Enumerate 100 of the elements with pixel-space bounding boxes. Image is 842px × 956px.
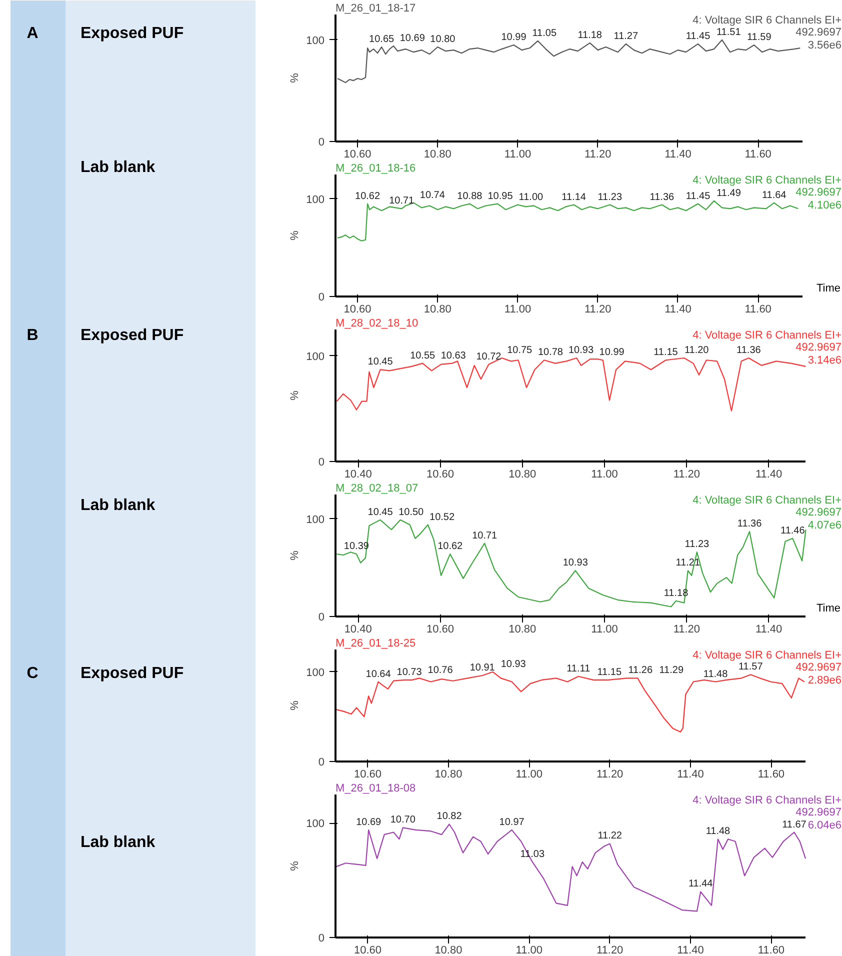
x-tick-label: 11.60 bbox=[744, 304, 772, 316]
annotation: 10.70 bbox=[390, 814, 416, 826]
annotation: 10.62 bbox=[355, 190, 380, 202]
y-tick-label: 0 bbox=[318, 136, 325, 148]
x-tick-label: 10.80 bbox=[434, 768, 462, 780]
y-axis-title: % bbox=[289, 700, 302, 710]
annotation: 11.45 bbox=[686, 190, 711, 202]
annotation: 10.88 bbox=[457, 190, 483, 202]
annotation: 10.69 bbox=[400, 32, 426, 44]
annotation: 10.45 bbox=[368, 506, 394, 518]
x-tick-label: 11.20 bbox=[673, 624, 700, 636]
y-tick-label: 0 bbox=[318, 292, 325, 304]
x-tick-label: 10.60 bbox=[344, 304, 372, 316]
y-tick-label: 0 bbox=[318, 756, 325, 768]
annotation: 492.9697 bbox=[796, 342, 842, 354]
x-tick-label: 10.60 bbox=[426, 468, 454, 480]
annotation: 10.63 bbox=[440, 350, 466, 362]
annotation: 11.57 bbox=[738, 662, 764, 673]
annotation: 10.95 bbox=[488, 190, 514, 202]
annotation: 11.59 bbox=[746, 32, 772, 43]
x-tick-label: 10.80 bbox=[434, 944, 462, 956]
x-tick-label: 11.00 bbox=[504, 148, 532, 160]
y-tick-label: 100 bbox=[306, 194, 325, 206]
x-tick-label: 11.40 bbox=[677, 944, 704, 956]
x-tick-label: 11.40 bbox=[677, 768, 704, 780]
annotation: 11.27 bbox=[614, 30, 638, 42]
y-tick-label: 0 bbox=[318, 456, 325, 468]
x-tick-label: 11.20 bbox=[596, 944, 624, 956]
annotation: 10.71 bbox=[389, 196, 415, 207]
y-tick-label: 100 bbox=[306, 818, 325, 830]
chart-title: M_26_01_18-25 bbox=[336, 638, 416, 650]
annotation: 11.23 bbox=[598, 192, 622, 203]
annotation: 11.48 bbox=[703, 668, 728, 680]
x-tick-label: 11.00 bbox=[516, 768, 543, 780]
text: 3.14e6 bbox=[808, 354, 842, 366]
annotation: 10.99 bbox=[599, 347, 625, 358]
annotation: 492.9697 bbox=[796, 26, 842, 38]
text: Lab blank bbox=[80, 159, 156, 176]
chart-subtitle: 4: Voltage SIR 6 Channels EI+ bbox=[692, 174, 842, 186]
annotation: 10.93 bbox=[568, 345, 594, 356]
annotation: 10.62 bbox=[438, 541, 464, 552]
x-tick-label: 11.00 bbox=[591, 624, 618, 636]
y-axis-title: % bbox=[289, 230, 302, 240]
annotation: 10.78 bbox=[538, 347, 564, 358]
annotation: 10.50 bbox=[398, 506, 424, 518]
text: A bbox=[26, 25, 39, 42]
annotation: 11.36 bbox=[650, 192, 675, 203]
annotation: 492.9697 bbox=[796, 806, 842, 818]
annotation: 10.71 bbox=[472, 530, 498, 542]
x-tick-label: 10.80 bbox=[508, 468, 536, 480]
annotation: 10.93 bbox=[500, 658, 526, 670]
x-tick-label: 11.20 bbox=[584, 148, 612, 160]
x-tick-label: 10.60 bbox=[426, 624, 454, 636]
x-tick-label: 10.60 bbox=[354, 944, 382, 956]
x-tick-label: 10.80 bbox=[424, 304, 452, 316]
y-axis-title: % bbox=[289, 550, 302, 560]
text: Lab blank bbox=[80, 834, 156, 851]
y-axis-title: % bbox=[289, 390, 302, 400]
annotation: 11.48 bbox=[706, 826, 731, 838]
annotation: 11.00 bbox=[518, 192, 544, 203]
text: Exposed PUF bbox=[80, 25, 184, 42]
text: Exposed PUF bbox=[80, 665, 184, 682]
annotation: 11.45 bbox=[686, 30, 711, 42]
chart-subtitle: 4: Voltage SIR 6 Channels EI+ bbox=[692, 330, 842, 342]
x-tick-label: 10.80 bbox=[424, 148, 452, 160]
annotation: 11.36 bbox=[737, 518, 762, 530]
annotation: 11.15 bbox=[654, 347, 678, 358]
annotation: 11.14 bbox=[562, 192, 586, 203]
annotation: 11.20 bbox=[684, 345, 710, 356]
x-tick-label: 11.00 bbox=[516, 944, 543, 956]
text: 4.10e6 bbox=[808, 200, 842, 212]
annotation: 492.9697 bbox=[796, 506, 842, 518]
annotation: 11.18 bbox=[578, 30, 602, 41]
y-tick-label: 0 bbox=[318, 612, 325, 624]
annotation: 11.67 bbox=[782, 819, 807, 830]
annotation: 10.64 bbox=[366, 668, 392, 680]
x-tick-label: 11.20 bbox=[584, 304, 612, 316]
chart-title: M_26_01_18-08 bbox=[336, 782, 416, 794]
text: 2.89e6 bbox=[808, 674, 842, 686]
annotation: 492.9697 bbox=[796, 662, 842, 674]
annotation: 11.29 bbox=[659, 665, 684, 676]
chart-title: M_26_01_18-16 bbox=[336, 162, 416, 174]
y-axis-title: % bbox=[289, 860, 302, 871]
annotation: 11.15 bbox=[597, 666, 622, 678]
x-tick-label: 11.40 bbox=[664, 304, 692, 316]
text: 6.04e6 bbox=[808, 820, 842, 832]
x-axis-title: Time bbox=[816, 282, 841, 294]
x-tick-label: 10.40 bbox=[344, 468, 372, 480]
annotation: 10.72 bbox=[476, 351, 502, 362]
text: 4.07e6 bbox=[808, 520, 842, 532]
annotation: 492.9697 bbox=[796, 186, 842, 198]
x-tick-label: 11.40 bbox=[755, 468, 782, 480]
annotation: 11.23 bbox=[684, 539, 710, 550]
annotation: 10.93 bbox=[562, 558, 588, 569]
text: Lab blank bbox=[80, 497, 156, 514]
annotation: 10.97 bbox=[499, 816, 525, 828]
annotation: 10.52 bbox=[430, 512, 455, 523]
annotation: 11.26 bbox=[628, 665, 653, 676]
annotation: 11.64 bbox=[762, 190, 787, 201]
annotation: 11.36 bbox=[736, 345, 762, 356]
